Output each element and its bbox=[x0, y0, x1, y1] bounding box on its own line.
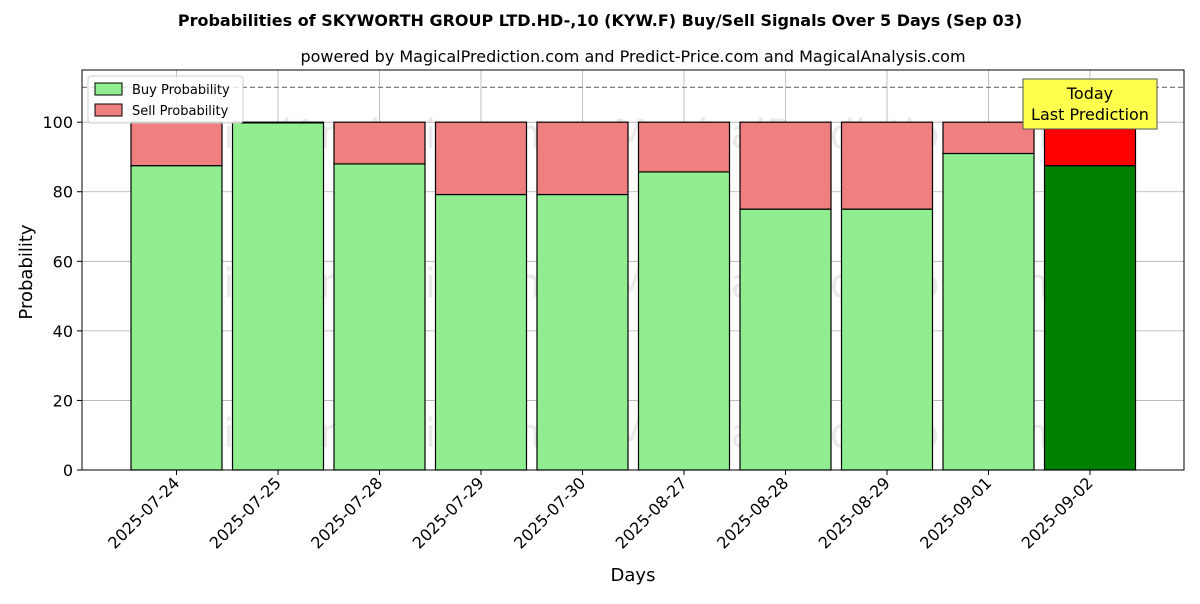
sell-bar bbox=[840, 121, 934, 210]
legend-box bbox=[87, 75, 244, 124]
sell-bar bbox=[739, 121, 832, 210]
y-tick-label: 80 bbox=[53, 183, 73, 202]
overlay: Today Last Prediction bbox=[82, 78, 1184, 130]
sell-bar bbox=[434, 121, 528, 196]
chart-subtitle: powered by MagicalPrediction.com and Pre… bbox=[300, 47, 965, 66]
legend-label-sell: Sell Probability bbox=[132, 104, 229, 119]
legend: Buy Probability Sell Probability bbox=[87, 75, 244, 124]
x-tick-label: 2025-07-24 bbox=[104, 473, 183, 552]
x-tick-label: 2025-09-01 bbox=[916, 473, 995, 552]
x-tick-label: 2025-07-30 bbox=[510, 473, 589, 552]
buy-bar bbox=[637, 171, 731, 471]
buy-bar bbox=[231, 122, 325, 471]
x-tick-label: 2025-08-29 bbox=[815, 473, 894, 552]
sell-bar bbox=[536, 121, 629, 196]
buy-bar bbox=[942, 152, 1035, 471]
x-tick-label: 2025-07-28 bbox=[307, 473, 386, 552]
y-axis-label: Probability bbox=[16, 224, 37, 319]
x-tick-label: 2025-09-02 bbox=[1018, 473, 1097, 552]
sell-bar bbox=[130, 121, 223, 167]
annotation-text: Last Prediction bbox=[1031, 105, 1149, 124]
bars bbox=[130, 121, 1137, 471]
x-tick-label: 2025-07-25 bbox=[206, 473, 285, 552]
buy-bar bbox=[130, 165, 223, 471]
buy-bar bbox=[536, 193, 629, 471]
annotation-box bbox=[1022, 78, 1158, 130]
buy-bar bbox=[434, 193, 528, 471]
x-tick-label: 2025-08-28 bbox=[713, 473, 792, 552]
x-axis-label: Days bbox=[611, 565, 656, 586]
buy-bar bbox=[1043, 165, 1137, 471]
y-tick-label: 100 bbox=[42, 113, 73, 132]
chart-title: Probabilities of SKYWORTH GROUP LTD.HD-,… bbox=[178, 11, 1022, 30]
y-tick-label: 20 bbox=[53, 391, 73, 410]
sell-bar bbox=[231, 121, 325, 124]
sell-bar bbox=[942, 121, 1035, 155]
y-tick-label: 0 bbox=[63, 461, 73, 480]
sell-bar bbox=[637, 121, 731, 173]
annotation-text: Today bbox=[1066, 84, 1113, 103]
y-tick-label: 60 bbox=[53, 252, 73, 271]
buy-bar bbox=[739, 208, 832, 471]
legend-swatch-sell bbox=[94, 103, 123, 117]
buy-bar bbox=[333, 163, 426, 471]
buy-bar bbox=[840, 208, 934, 471]
y-tick-label: 40 bbox=[53, 322, 73, 341]
sell-bar bbox=[333, 121, 426, 165]
legend-swatch-buy bbox=[94, 82, 123, 96]
x-tick-label: 2025-07-29 bbox=[409, 473, 488, 552]
x-tick-label: 2025-08-27 bbox=[612, 473, 691, 552]
legend-label-buy: Buy Probability bbox=[132, 83, 230, 98]
plot-frame bbox=[81, 69, 1185, 471]
